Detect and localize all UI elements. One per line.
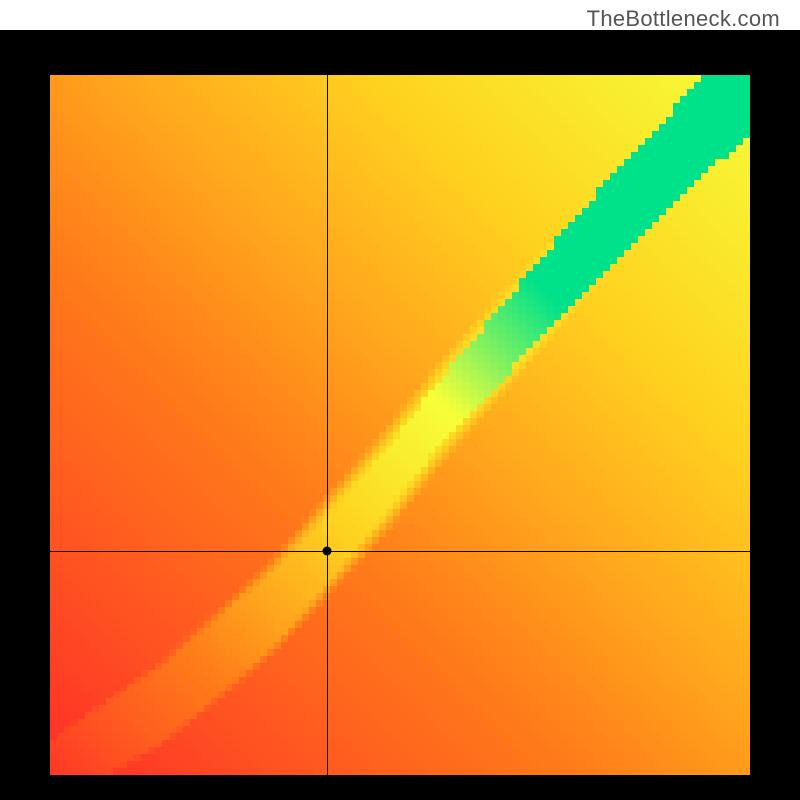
crosshair-vertical [327, 75, 328, 775]
root: TheBottleneck.com [0, 0, 800, 800]
heatmap-canvas [50, 75, 750, 775]
attribution-text: TheBottleneck.com [587, 6, 780, 32]
crosshair-horizontal [50, 551, 750, 552]
chart-outer-frame [0, 30, 800, 800]
crosshair-marker [322, 547, 331, 556]
heatmap-area [50, 75, 750, 775]
